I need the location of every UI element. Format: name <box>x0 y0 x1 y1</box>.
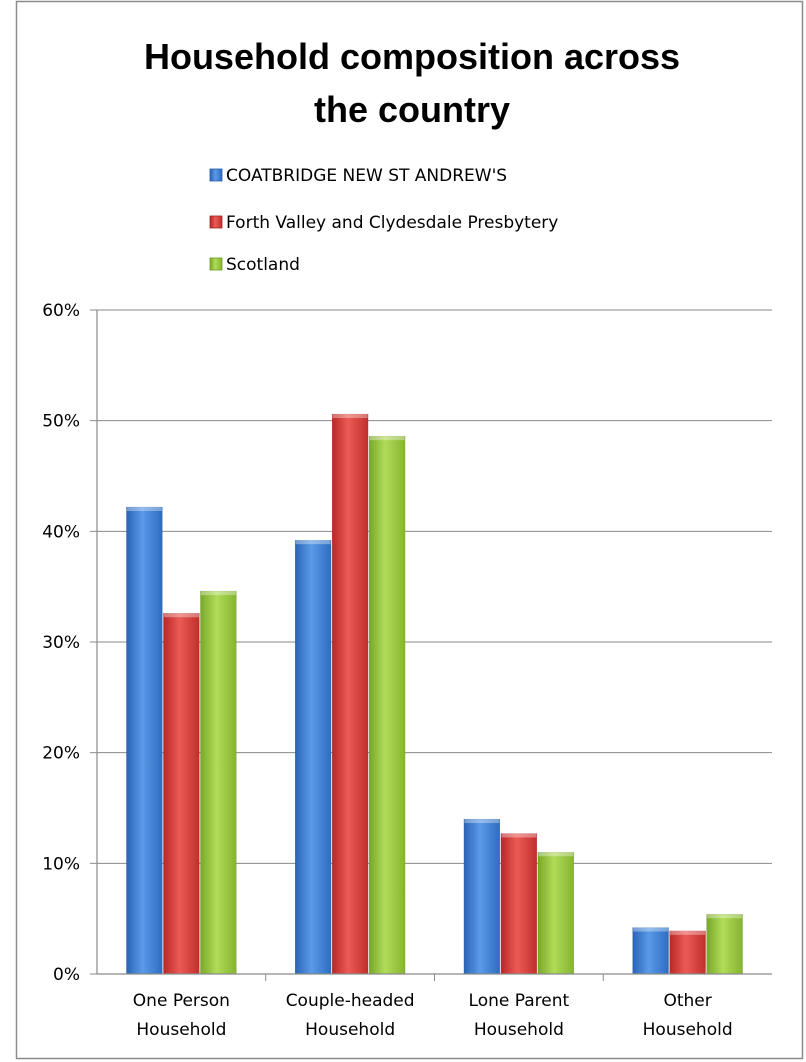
bar-highlight <box>126 506 162 511</box>
bar-presbytery-3 <box>669 930 706 975</box>
x-category-label: Other <box>663 991 711 1011</box>
category-labels: One Person Household Couple-headed Househol… <box>133 991 733 1040</box>
chart-title-line-2: the country <box>314 89 510 130</box>
bar-highlight <box>670 930 706 935</box>
bar-highlight <box>163 613 199 618</box>
legend-label-presbytery: Forth Valley and Clydesdale Presbytery <box>226 213 558 233</box>
bar-scotland-0 <box>200 590 237 975</box>
bar-coatbridge-1 <box>294 539 332 975</box>
bars <box>126 413 743 975</box>
bar-highlight <box>501 833 537 838</box>
bar-highlight <box>200 591 236 596</box>
bar-highlight <box>633 927 669 932</box>
y-tick-labels: 0% 10% 20% 30% 40% 50% 60% <box>42 301 80 985</box>
bar-presbytery-1 <box>331 413 369 975</box>
legend: COATBRIDGE NEW ST ANDREW'S Forth Valley … <box>209 166 558 275</box>
legend-label-scotland: Scotland <box>226 255 300 275</box>
chart-title-line-1: Household composition across <box>144 36 680 77</box>
axes <box>96 310 772 975</box>
legend-swatch-presbytery <box>209 215 223 229</box>
bar-coatbridge-0 <box>126 506 163 975</box>
bar-coatbridge-2 <box>463 818 501 975</box>
y-tick-label: 10% <box>42 854 80 874</box>
bar-scotland-3 <box>706 913 743 975</box>
bar-highlight <box>295 540 331 545</box>
y-tick-label: 50% <box>42 412 80 432</box>
y-tick-label: 60% <box>42 301 80 321</box>
bar-presbytery-2 <box>500 833 538 975</box>
legend-swatch-scotland <box>209 257 223 271</box>
bar-coatbridge-3 <box>632 927 669 975</box>
x-category-label: Lone Parent <box>469 991 570 1011</box>
bar-highlight <box>707 914 743 919</box>
x-category-label: Household <box>305 1020 395 1040</box>
x-category-label: Household <box>474 1020 564 1040</box>
x-category-label: Household <box>136 1020 226 1040</box>
bar-scotland-2 <box>537 851 575 975</box>
y-tick-label: 40% <box>42 522 80 542</box>
legend-swatch-coatbridge <box>209 168 223 182</box>
x-category-label: Couple-headed <box>286 991 415 1011</box>
bar-highlight <box>369 436 405 441</box>
bar-highlight <box>332 414 368 419</box>
y-tick-label: 30% <box>42 633 80 653</box>
bar-highlight <box>464 819 500 824</box>
x-category-label: Household <box>643 1020 733 1040</box>
bar-presbytery-0 <box>163 612 200 975</box>
bar-scotland-1 <box>368 435 406 975</box>
x-category-label: One Person <box>133 991 230 1011</box>
bar-highlight <box>538 852 574 857</box>
legend-label-coatbridge: COATBRIDGE NEW ST ANDREW'S <box>226 166 507 186</box>
y-tick-label: 0% <box>53 965 80 985</box>
y-tick-label: 20% <box>42 744 80 764</box>
